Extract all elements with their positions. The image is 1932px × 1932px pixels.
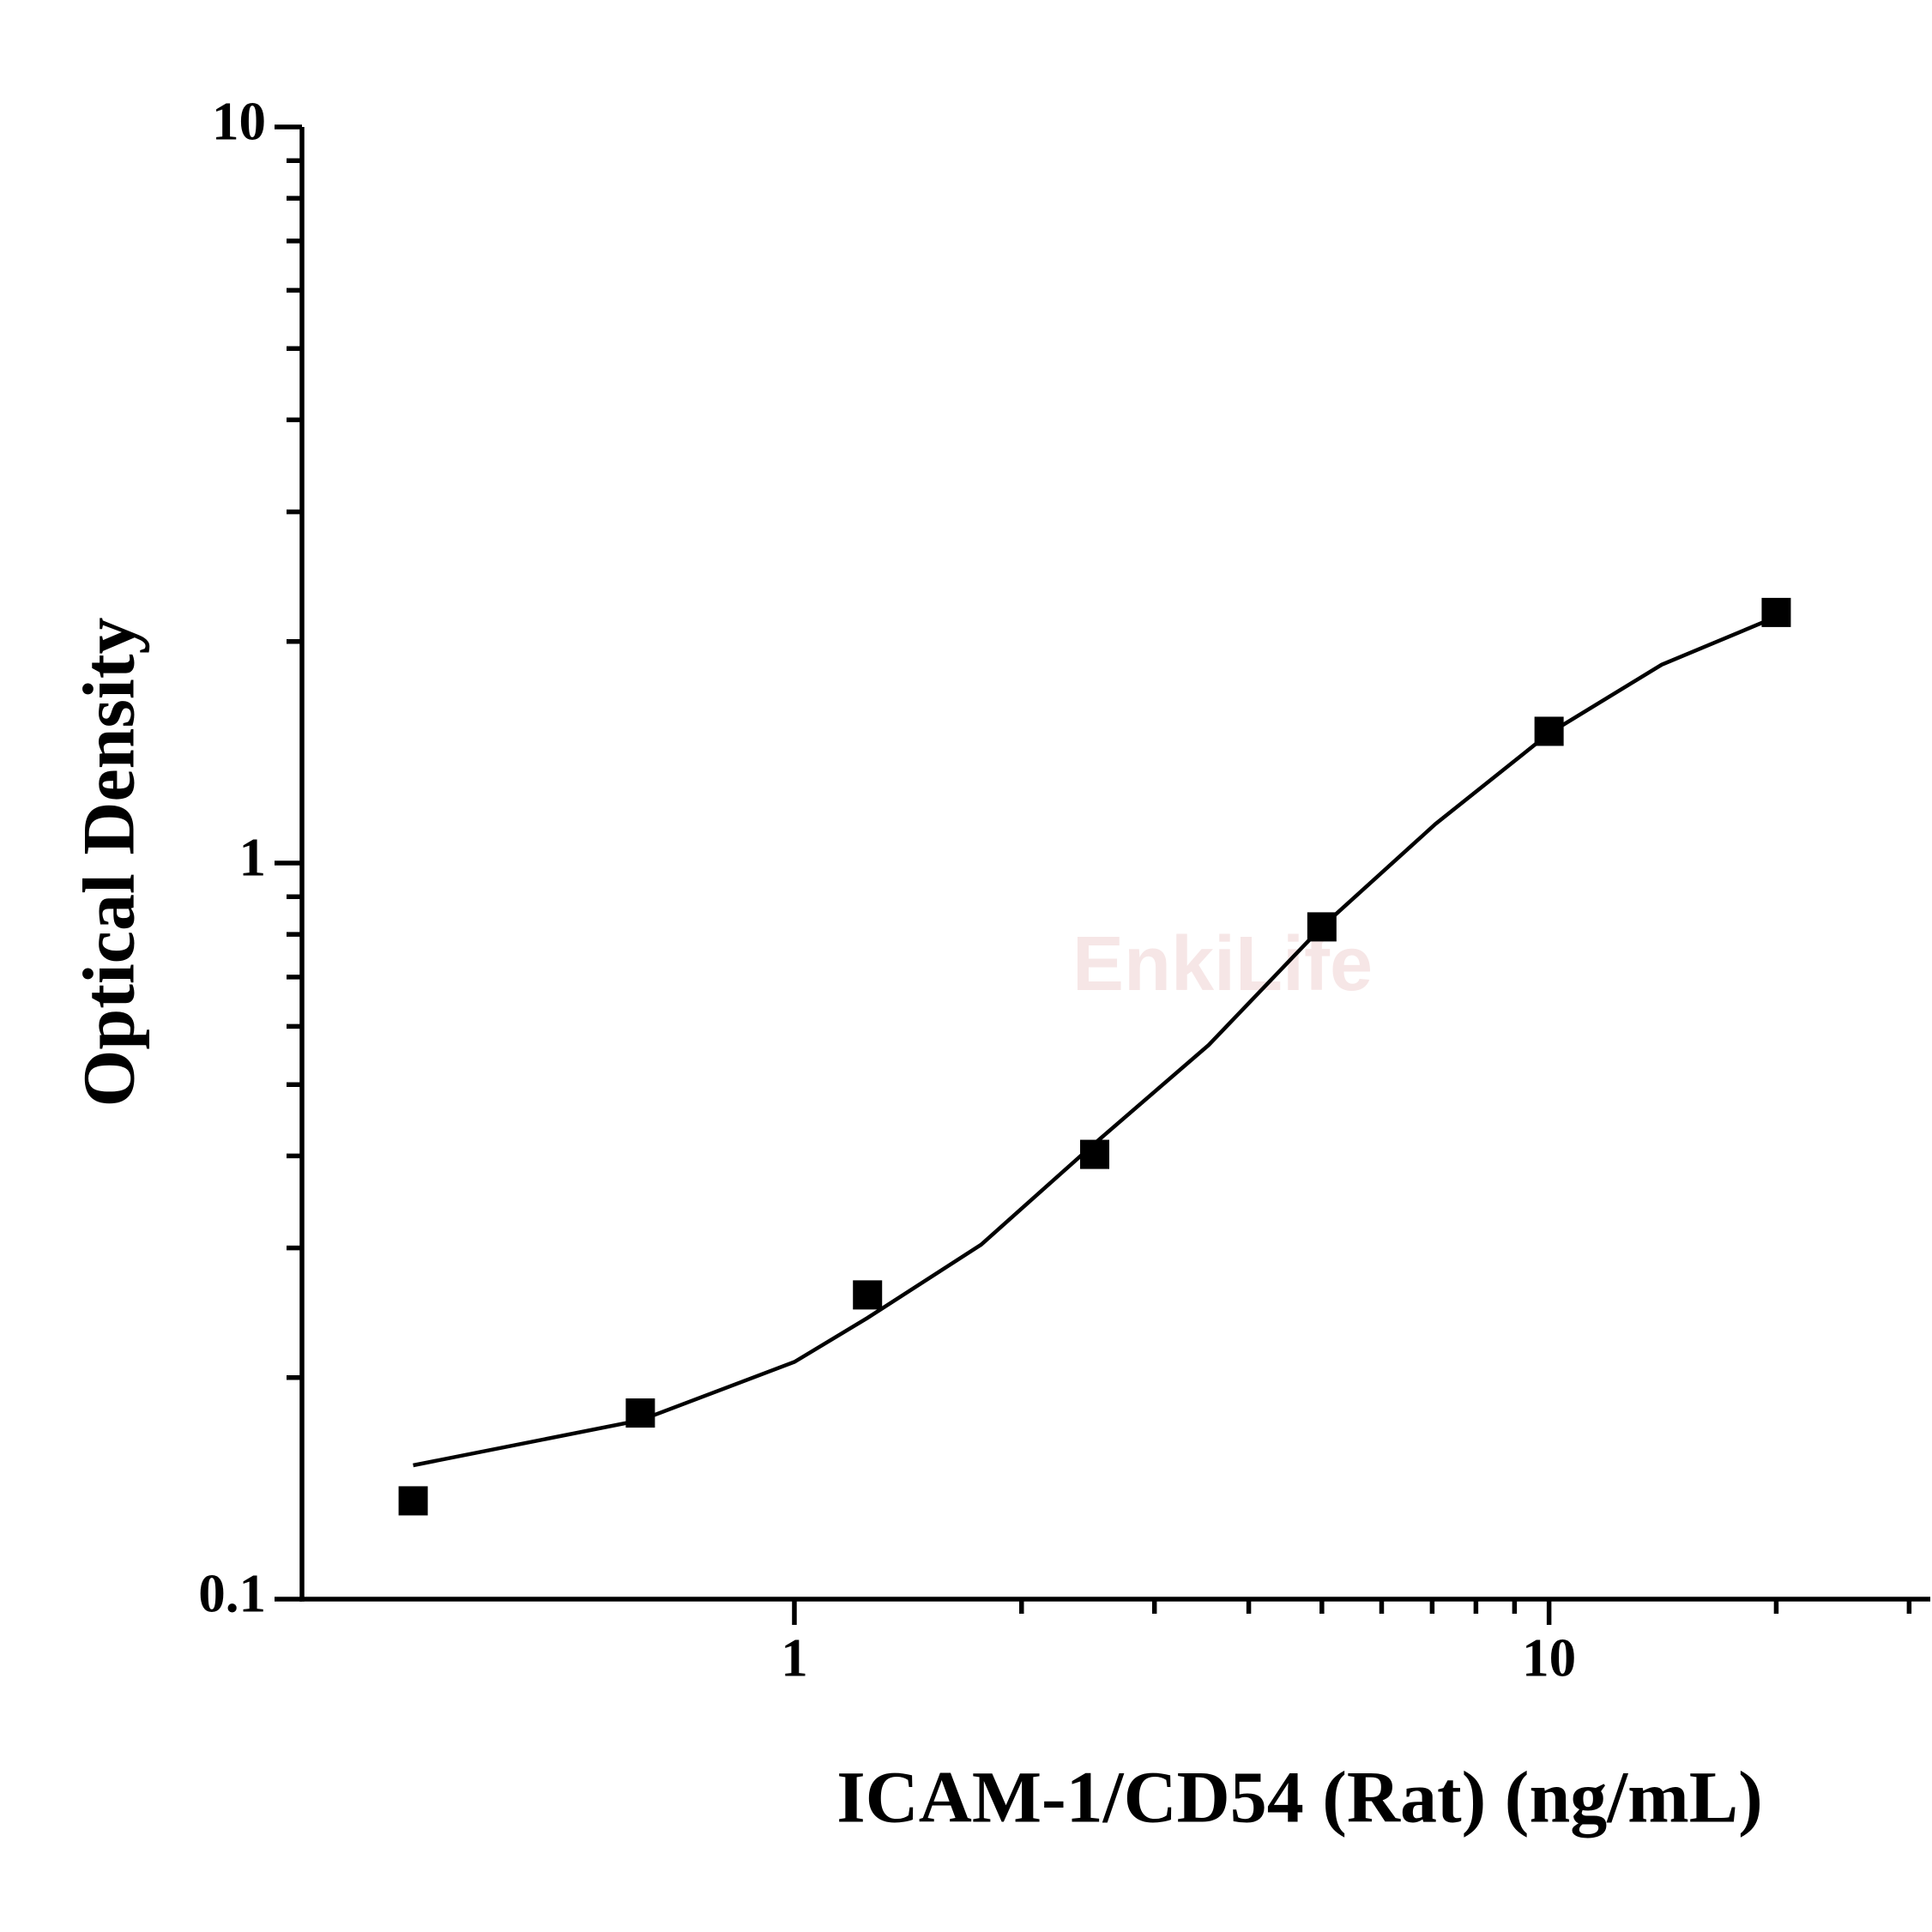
y-tick-label: 1 <box>239 827 267 887</box>
data-point <box>1761 597 1791 627</box>
x-tick-label: 10 <box>1522 1627 1576 1687</box>
y-tick-label: 0.1 <box>198 1563 266 1623</box>
y-axis-title: Optical Density <box>68 618 150 1108</box>
x-axis-title: ICAM-1/CD54 (Rat) (ng/mL) <box>836 1756 1763 1838</box>
fit-curve <box>413 614 1778 1468</box>
y-tick-label: 10 <box>212 91 266 151</box>
data-point <box>398 1486 428 1516</box>
data-point <box>1307 912 1337 942</box>
data-point <box>1534 716 1564 746</box>
x-tick-label: 1 <box>781 1627 808 1687</box>
data-point <box>1080 1139 1110 1169</box>
data-point <box>625 1398 655 1428</box>
data-point <box>853 1280 883 1310</box>
